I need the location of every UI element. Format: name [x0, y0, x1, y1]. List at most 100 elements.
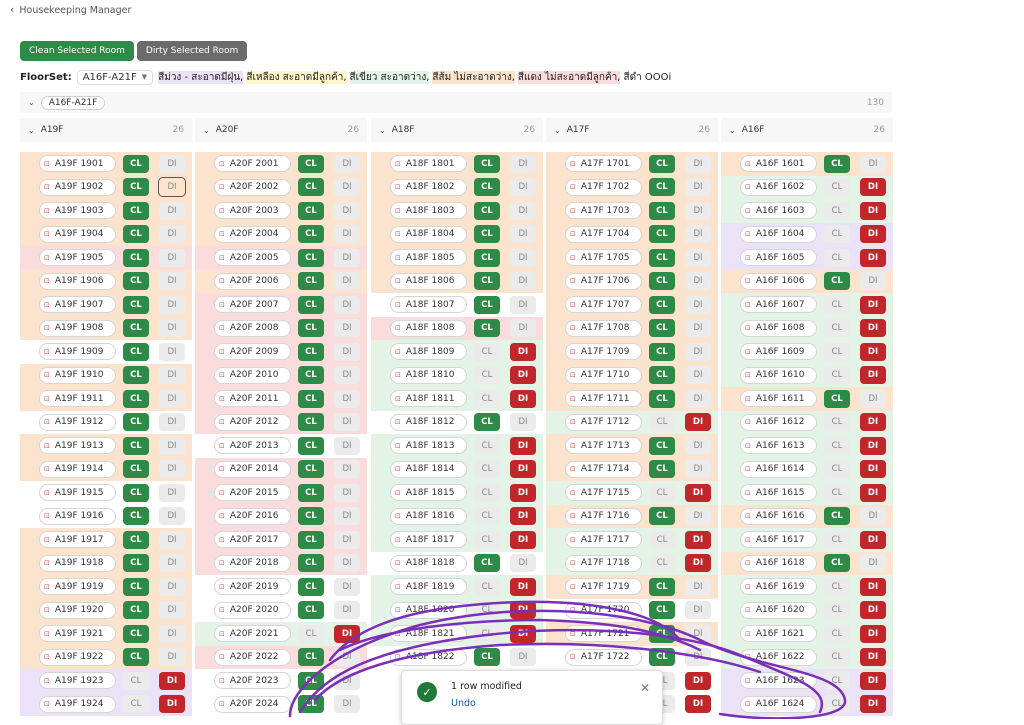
room-chip[interactable]: ⊡ A18F 1818 [390, 554, 467, 572]
di-button[interactable]: DI [159, 577, 185, 596]
room-chip[interactable]: ⊡ A19F 1920 [39, 601, 116, 619]
cl-button[interactable]: CL [649, 554, 675, 573]
room-chip[interactable]: ⊡ A18F 1820 [390, 601, 467, 619]
room-chip[interactable]: ⊡ A20F 2005 [214, 249, 291, 267]
room-chip[interactable]: ⊡ A20F 2024 [214, 695, 291, 713]
di-button[interactable]: DI [334, 413, 360, 432]
room-chip[interactable]: ⊡ A17F 1717 [565, 531, 642, 549]
room-chip[interactable]: ⊡ A16F 1622 [740, 648, 817, 666]
cl-button[interactable]: CL [649, 154, 675, 173]
di-button[interactable]: DI [334, 483, 360, 502]
di-button[interactable]: DI [685, 201, 711, 220]
cl-button[interactable]: CL [649, 178, 675, 197]
room-chip[interactable]: ⊡ A17F 1711 [565, 390, 642, 408]
di-button[interactable]: DI [334, 460, 360, 479]
room-chip[interactable]: ⊡ A17F 1706 [565, 272, 642, 290]
cl-button[interactable]: CL [649, 272, 675, 291]
di-button[interactable]: DI [159, 695, 185, 714]
room-chip[interactable]: ⊡ A18F 1805 [390, 249, 467, 267]
cl-button[interactable]: CL [123, 601, 149, 620]
di-button[interactable]: DI [159, 342, 185, 361]
cl-button[interactable]: CL [824, 272, 850, 291]
cl-button[interactable]: CL [298, 624, 324, 643]
room-chip[interactable]: ⊡ A18F 1803 [390, 202, 467, 220]
di-button[interactable]: DI [860, 319, 886, 338]
di-button[interactable]: DI [860, 436, 886, 455]
di-button[interactable]: DI [860, 342, 886, 361]
di-button[interactable]: DI [685, 671, 711, 690]
cl-button[interactable]: CL [824, 530, 850, 549]
di-button[interactable]: DI [685, 319, 711, 338]
cl-button[interactable]: CL [298, 225, 324, 244]
room-chip[interactable]: ⊡ A19F 1912 [39, 413, 116, 431]
di-button[interactable]: DI [159, 225, 185, 244]
cl-button[interactable]: CL [824, 695, 850, 714]
di-button[interactable]: DI [860, 601, 886, 620]
cl-button[interactable]: CL [298, 178, 324, 197]
cl-button[interactable]: CL [123, 248, 149, 267]
cl-button[interactable]: CL [298, 413, 324, 432]
di-button[interactable]: DI [685, 648, 711, 667]
cl-button[interactable]: CL [474, 201, 500, 220]
di-button[interactable]: DI [159, 483, 185, 502]
cl-button[interactable]: CL [298, 671, 324, 690]
room-chip[interactable]: ⊡ A20F 2013 [214, 437, 291, 455]
room-chip[interactable]: ⊡ A16F 1617 [740, 531, 817, 549]
cl-button[interactable]: CL [474, 648, 500, 667]
di-button[interactable]: DI [685, 248, 711, 267]
di-button[interactable]: DI [860, 225, 886, 244]
cl-button[interactable]: CL [649, 366, 675, 385]
di-button[interactable]: DI [334, 366, 360, 385]
cl-button[interactable]: CL [649, 648, 675, 667]
room-chip[interactable]: ⊡ A16F 1614 [740, 460, 817, 478]
di-button[interactable]: DI [159, 154, 185, 173]
room-chip[interactable]: ⊡ A19F 1911 [39, 390, 116, 408]
cl-button[interactable]: CL [649, 530, 675, 549]
cl-button[interactable]: CL [123, 460, 149, 479]
cl-button[interactable]: CL [123, 671, 149, 690]
room-chip[interactable]: ⊡ A19F 1917 [39, 531, 116, 549]
room-chip[interactable]: ⊡ A20F 2012 [214, 413, 291, 431]
room-chip[interactable]: ⊡ A17F 1703 [565, 202, 642, 220]
room-chip[interactable]: ⊡ A20F 2007 [214, 296, 291, 314]
di-button[interactable]: DI [685, 295, 711, 314]
di-button[interactable]: DI [860, 366, 886, 385]
di-button[interactable]: DI [334, 507, 360, 526]
cl-button[interactable]: CL [824, 648, 850, 667]
cl-button[interactable]: CL [474, 366, 500, 385]
cl-button[interactable]: CL [649, 460, 675, 479]
di-button[interactable]: DI [159, 648, 185, 667]
cl-button[interactable]: CL [123, 272, 149, 291]
room-chip[interactable]: ⊡ A16F 1607 [740, 296, 817, 314]
di-button[interactable]: DI [860, 648, 886, 667]
room-chip[interactable]: ⊡ A20F 2010 [214, 366, 291, 384]
cl-button[interactable]: CL [123, 201, 149, 220]
di-button[interactable]: DI [510, 577, 536, 596]
di-button[interactable]: DI [860, 178, 886, 197]
di-button[interactable]: DI [334, 436, 360, 455]
room-chip[interactable]: ⊡ A19F 1914 [39, 460, 116, 478]
di-button[interactable]: DI [510, 154, 536, 173]
di-button[interactable]: DI [685, 436, 711, 455]
cl-button[interactable]: CL [824, 483, 850, 502]
room-chip[interactable]: ⊡ A18F 1822 [390, 648, 467, 666]
di-button[interactable]: DI [685, 154, 711, 173]
room-chip[interactable]: ⊡ A20F 2020 [214, 601, 291, 619]
di-button[interactable]: DI [510, 248, 536, 267]
room-chip[interactable]: ⊡ A17F 1710 [565, 366, 642, 384]
cl-button[interactable]: CL [649, 248, 675, 267]
cl-button[interactable]: CL [298, 154, 324, 173]
di-button[interactable]: DI [860, 248, 886, 267]
room-chip[interactable]: ⊡ A20F 2003 [214, 202, 291, 220]
cl-button[interactable]: CL [123, 695, 149, 714]
cl-button[interactable]: CL [824, 624, 850, 643]
cl-button[interactable]: CL [298, 436, 324, 455]
di-button[interactable]: DI [860, 154, 886, 173]
room-chip[interactable]: ⊡ A19F 1909 [39, 343, 116, 361]
di-button[interactable]: DI [510, 389, 536, 408]
di-button[interactable]: DI [685, 225, 711, 244]
room-chip[interactable]: ⊡ A18F 1815 [390, 484, 467, 502]
room-chip[interactable]: ⊡ A20F 2006 [214, 272, 291, 290]
cl-button[interactable]: CL [474, 319, 500, 338]
cl-button[interactable]: CL [474, 248, 500, 267]
